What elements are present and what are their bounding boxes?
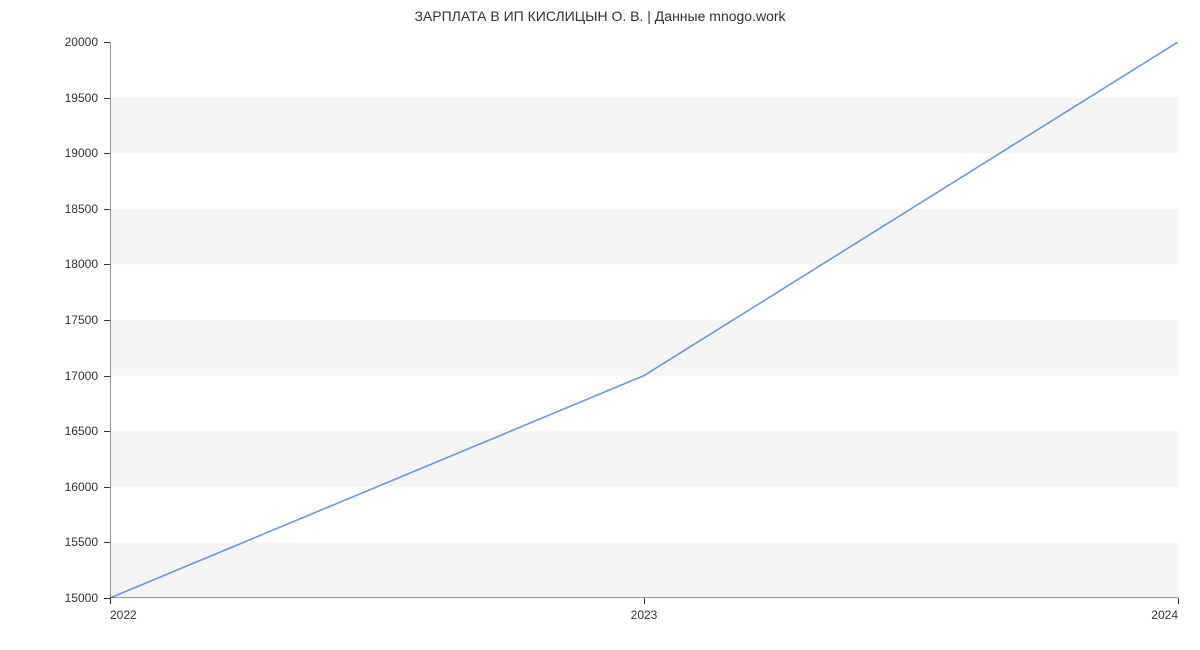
y-tick-label: 17000 — [0, 369, 98, 383]
y-tick-mark — [104, 431, 110, 432]
y-tick-mark — [104, 98, 110, 99]
y-tick-label: 19500 — [0, 91, 98, 105]
chart-title: ЗАРПЛАТА В ИП КИСЛИЦЫН О. В. | Данные mn… — [0, 8, 1200, 24]
x-tick-label: 2022 — [110, 608, 137, 622]
y-tick-mark — [104, 376, 110, 377]
x-tick-mark — [644, 598, 645, 604]
plot-svg — [110, 42, 1178, 598]
y-tick-label: 15500 — [0, 535, 98, 549]
y-tick-mark — [104, 42, 110, 43]
y-tick-label: 17500 — [0, 313, 98, 327]
y-tick-mark — [104, 153, 110, 154]
y-tick-mark — [104, 209, 110, 210]
x-tick-mark — [1178, 598, 1179, 604]
y-tick-mark — [104, 542, 110, 543]
x-tick-mark — [110, 598, 111, 604]
y-tick-label: 18500 — [0, 202, 98, 216]
y-tick-label: 19000 — [0, 146, 98, 160]
x-tick-label: 2024 — [1151, 608, 1178, 622]
y-tick-label: 20000 — [0, 35, 98, 49]
y-tick-mark — [104, 320, 110, 321]
salary-line-chart: ЗАРПЛАТА В ИП КИСЛИЦЫН О. В. | Данные mn… — [0, 0, 1200, 650]
y-tick-label: 18000 — [0, 257, 98, 271]
y-tick-mark — [104, 487, 110, 488]
x-tick-label: 2023 — [631, 608, 658, 622]
y-tick-label: 16500 — [0, 424, 98, 438]
y-tick-label: 15000 — [0, 591, 98, 605]
plot-area — [110, 42, 1178, 598]
y-tick-label: 16000 — [0, 480, 98, 494]
y-tick-mark — [104, 264, 110, 265]
